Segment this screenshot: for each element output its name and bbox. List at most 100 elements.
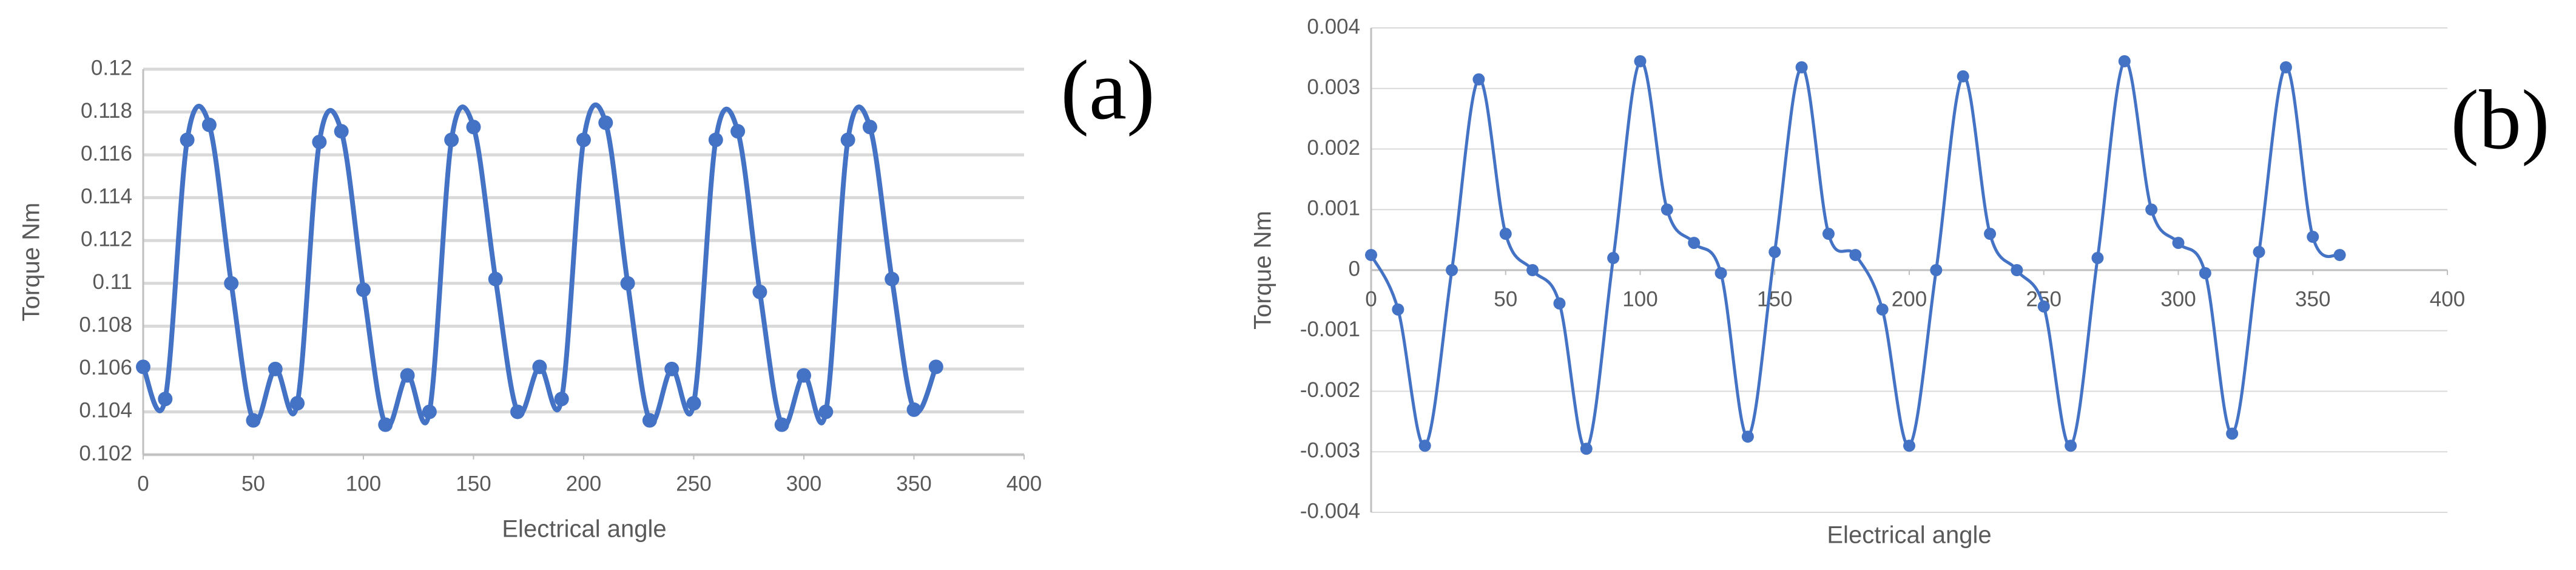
x-tick-label: 250 — [676, 472, 711, 495]
data-point — [1957, 70, 1969, 83]
x-tick-label: 350 — [896, 472, 931, 495]
data-point — [2011, 264, 2023, 276]
y-tick-label: 0.11 — [92, 270, 132, 294]
data-point — [201, 117, 217, 132]
data-point — [642, 413, 657, 428]
x-tick-label: 100 — [1622, 287, 1657, 311]
data-point — [400, 368, 415, 383]
data-point — [906, 402, 922, 417]
data-point — [797, 368, 811, 383]
data-point — [1418, 439, 1431, 452]
data-point — [1688, 237, 1701, 249]
y-tick-label: 0 — [1349, 257, 1360, 280]
data-point — [1984, 228, 1997, 240]
y-axis-label: Torque Nm — [1250, 211, 1276, 330]
data-point — [488, 271, 503, 287]
data-point — [598, 115, 613, 131]
data-point — [1741, 430, 1754, 443]
y-tick-label: -0.003 — [1300, 439, 1360, 463]
data-point — [2333, 249, 2346, 262]
data-point — [1795, 61, 1808, 73]
data-point — [1634, 55, 1647, 67]
data-point — [290, 396, 305, 411]
data-point — [246, 413, 261, 428]
data-point — [1607, 252, 1620, 265]
data-point — [1849, 249, 1862, 262]
data-point — [2145, 203, 2158, 216]
data-point — [1365, 249, 1377, 262]
data-point — [862, 120, 877, 135]
y-tick-label: 0.112 — [81, 227, 132, 251]
x-tick-label: 400 — [2430, 287, 2465, 311]
data-point — [554, 392, 569, 407]
x-tick-label: 200 — [566, 472, 601, 495]
data-point — [840, 132, 855, 148]
data-point — [708, 132, 723, 148]
x-tick-label: 0 — [1365, 287, 1377, 311]
x-axis-label: Electrical angle — [502, 516, 666, 543]
data-point — [268, 361, 283, 376]
panel-label: (a) — [1060, 43, 1155, 137]
data-point — [2172, 237, 2185, 249]
data-point — [1392, 303, 1404, 316]
data-point — [1526, 264, 1539, 276]
x-axis-label: Electrical angle — [1827, 522, 1991, 549]
data-point — [2279, 61, 2292, 73]
data-point — [2091, 252, 2104, 265]
data-point — [532, 359, 547, 375]
data-point — [444, 132, 459, 148]
data-point — [2199, 266, 2211, 279]
x-tick-label: 400 — [1006, 472, 1042, 495]
data-point — [774, 417, 789, 432]
y-tick-label: 0.116 — [81, 141, 132, 165]
y-tick-label: 0.004 — [1307, 15, 1360, 38]
data-line — [141, 103, 939, 430]
data-point — [378, 417, 393, 432]
x-tick-label: 100 — [346, 472, 381, 495]
data-point — [576, 132, 591, 148]
data-point — [136, 359, 150, 375]
data-point — [1499, 228, 1512, 240]
data-point — [158, 392, 173, 407]
data-point — [2226, 427, 2239, 440]
data-point — [2253, 246, 2265, 259]
data-point — [752, 284, 767, 299]
data-point — [2307, 231, 2319, 243]
data-point — [1876, 303, 1889, 316]
x-tick-label: 50 — [1494, 287, 1517, 311]
x-tick-label: 200 — [1892, 287, 1927, 311]
data-point — [224, 276, 239, 291]
data-point — [730, 124, 746, 139]
data-point — [1715, 266, 1727, 279]
y-tick-label: 0.12 — [91, 56, 132, 80]
x-tick-label: 150 — [1757, 287, 1792, 311]
data-point — [356, 282, 371, 297]
data-point — [2037, 300, 2050, 313]
panel-label: (b) — [2450, 73, 2549, 167]
data-point — [1930, 264, 1943, 276]
data-point — [686, 396, 701, 411]
data-point — [818, 404, 834, 419]
x-tick-label: 0 — [137, 472, 149, 495]
data-point — [422, 404, 437, 419]
data-point — [885, 271, 900, 287]
data-point — [1472, 73, 1485, 86]
x-tick-label: 50 — [241, 472, 265, 495]
x-tick-label: 150 — [456, 472, 491, 495]
data-point — [334, 124, 349, 139]
y-tick-label: -0.004 — [1300, 499, 1360, 523]
data-point — [510, 404, 525, 419]
data-point — [620, 276, 635, 291]
y-tick-label: -0.002 — [1300, 378, 1360, 402]
data-point — [312, 134, 327, 149]
y-tick-label: 0.114 — [81, 185, 132, 208]
data-point — [664, 361, 679, 376]
x-tick-label: 350 — [2295, 287, 2330, 311]
y-axis-label: Torque Nm — [18, 203, 45, 322]
x-tick-label: 300 — [786, 472, 821, 495]
data-point — [1580, 443, 1593, 455]
data-point — [2065, 439, 2077, 452]
data-point — [2118, 55, 2131, 67]
data-point — [1661, 203, 1673, 216]
